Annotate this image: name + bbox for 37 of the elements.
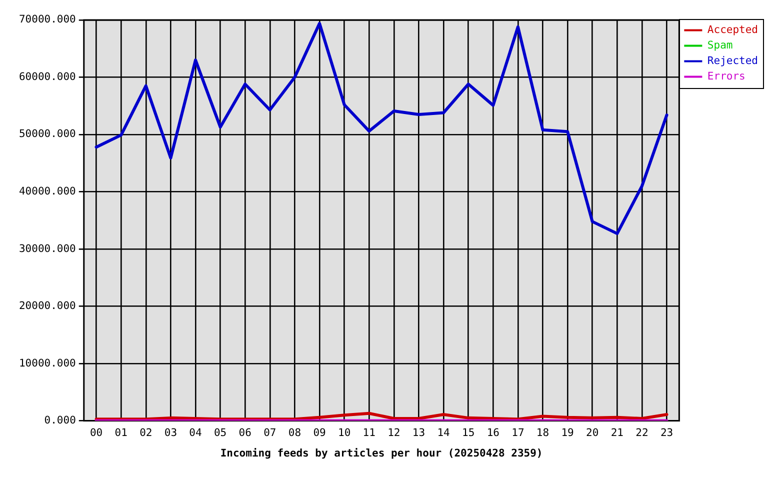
x-tick-label: 02 [140, 426, 152, 439]
x-tick-label: 10 [338, 426, 351, 439]
y-tick-label: 40000.000 [18, 186, 76, 198]
x-tick-label: 01 [114, 426, 128, 439]
y-tick-label: 0.000 [44, 414, 76, 427]
x-tick-label: 21 [610, 426, 624, 439]
x-axis-title: Incoming feeds by articles per hour (20250428 2359) [220, 447, 543, 460]
y-tick-label: 50000.000 [18, 128, 76, 140]
x-tick-label: 19 [561, 426, 574, 439]
y-tick-label: 10000.000 [18, 357, 76, 370]
x-tick-label: 06 [238, 426, 252, 439]
x-tick-label: 20 [586, 426, 599, 439]
x-tick-label: 23 [660, 426, 674, 439]
x-tick-label: 12 [388, 426, 400, 439]
legend-label: Rejected [707, 54, 758, 67]
y-tick-label: 30000.000 [18, 242, 76, 255]
x-tick-label: 16 [486, 426, 500, 439]
x-tick-label: 22 [636, 426, 648, 439]
x-tick-label: 05 [214, 426, 227, 439]
x-tick-label: 04 [189, 426, 202, 439]
y-tick-label: 60000.000 [18, 70, 76, 83]
x-tick-label: 17 [512, 426, 524, 439]
legend-label: Accepted [707, 24, 758, 36]
x-tick-label: 15 [462, 426, 475, 439]
y-tick-label: 20000.000 [18, 300, 76, 312]
x-tick-label: 13 [412, 426, 426, 439]
x-tick-label: 00 [90, 426, 103, 439]
x-tick-label: 18 [536, 426, 550, 439]
x-tick-label: 07 [264, 426, 276, 439]
x-tick-label: 09 [313, 426, 326, 439]
x-tick-label: 03 [164, 426, 178, 439]
x-tick-label: 11 [362, 426, 376, 439]
legend-label: Spam [707, 39, 733, 52]
legend-label: Errors [707, 70, 746, 82]
x-tick-label: 14 [437, 426, 450, 439]
y-tick-label: 70000.000 [18, 14, 76, 26]
x-tick-label: 08 [288, 426, 302, 439]
